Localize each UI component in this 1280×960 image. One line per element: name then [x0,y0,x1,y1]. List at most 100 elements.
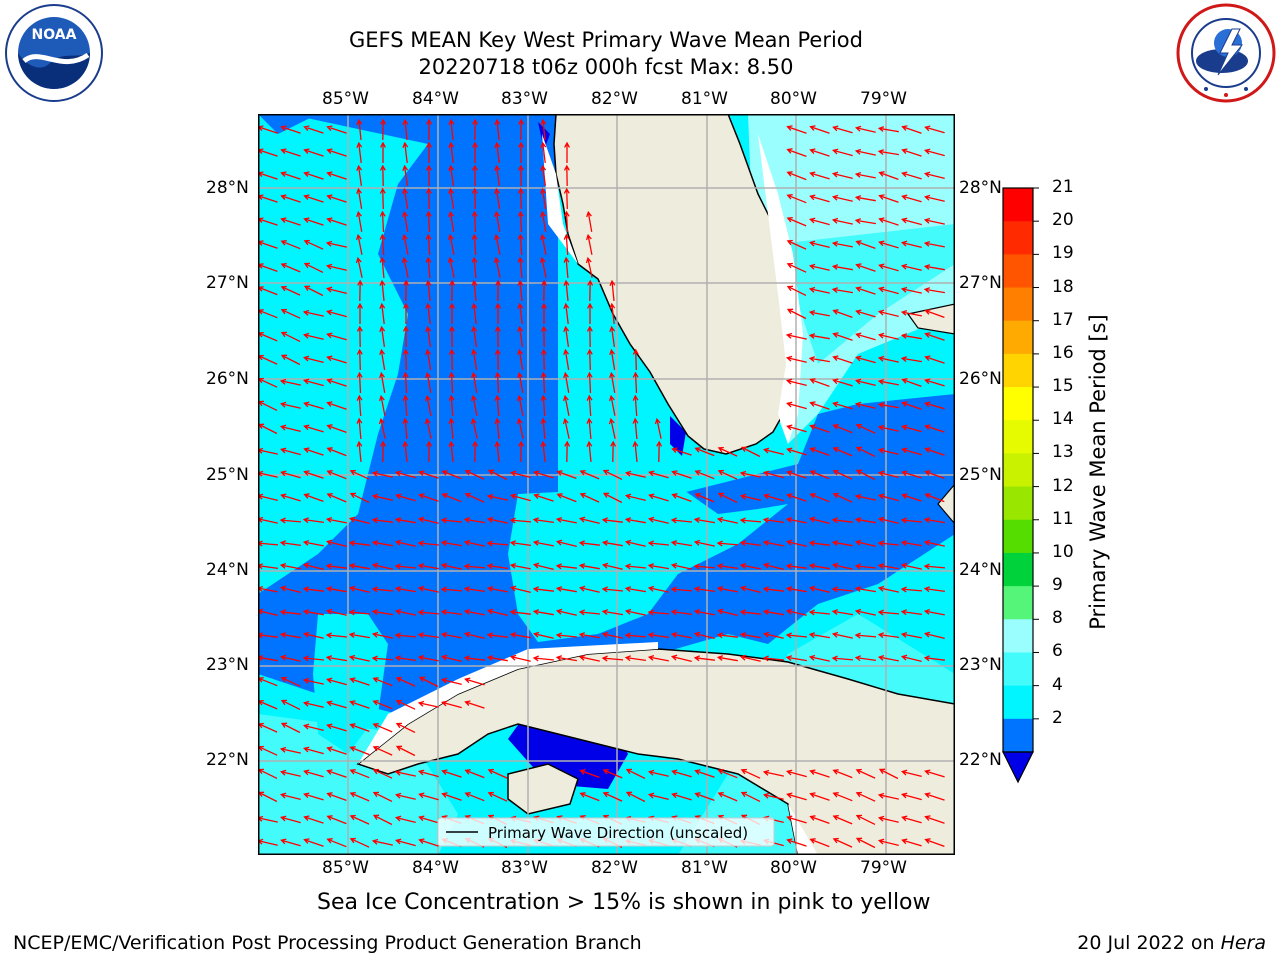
wave-arrow [356,348,363,371]
wave-arrow [601,655,624,662]
wave-arrow [762,655,784,662]
wave-arrow [808,585,830,593]
wave-arrow [303,262,324,273]
wave-arrow [472,440,479,463]
wave-arrow [809,125,830,134]
wave-arrow [717,469,738,480]
wave-arrow [303,838,324,847]
wave-arrow [900,333,922,340]
wave-arrow [372,700,393,710]
lat-label-right-24n: 24°N [959,560,1002,580]
wave-arrow [326,769,347,778]
wave-arrow [464,492,485,503]
wave-arrow [877,402,899,409]
wave-arrow [762,631,784,639]
wave-arrow [648,493,669,502]
wave-arrow [325,516,347,524]
wave-arrow [356,371,363,394]
wave-arrow [402,210,409,232]
wave-arrow [533,493,554,502]
wave-arrow [425,371,432,393]
lon-label-top-81w: 81°W [681,89,728,109]
wave-arrow [417,540,439,547]
wave-arrow [517,256,524,279]
wave-arrow [877,585,899,593]
lon-label-bottom-81w: 81°W [681,858,728,878]
wave-arrow [349,837,370,848]
wave-arrow [441,493,462,503]
wave-arrow [901,493,922,502]
wave-arrow [401,256,409,278]
lat-label-left-24n: 24°N [206,560,249,580]
wave-arrow [832,769,853,779]
wave-arrow [924,355,945,364]
wave-arrow [348,632,371,639]
wave-arrow [394,517,416,524]
wave-arrow [624,563,646,570]
wave-arrow [786,262,807,273]
wave-arrow [302,655,324,662]
wave-arrow [855,469,876,481]
wave-arrow [785,355,807,363]
wave-arrow [379,233,386,256]
wave-arrow [279,562,301,570]
wave-arrow [923,194,945,202]
wave-arrow [356,440,363,462]
wave-arrow [303,194,324,203]
lon-label-bottom-83w: 83°W [501,858,548,878]
wave-arrow [403,279,410,302]
colorbar-segment [1003,619,1033,653]
wave-arrow [878,263,899,272]
wave-arrow [280,354,301,366]
wave-arrow [670,517,692,524]
wave-arrow [785,608,807,616]
wave-arrow [900,609,922,616]
wave-arrow [302,677,324,685]
wave-arrow [540,187,547,210]
wave-arrow [693,608,715,616]
wave-arrow [448,164,455,186]
map-legend: Primary Wave Direction (unscaled) [437,817,775,847]
wave-arrow [854,517,876,524]
wave-arrow [878,240,899,249]
wave-arrow [786,148,807,158]
wave-arrow [463,608,485,616]
wave-arrow [586,210,593,232]
wave-arrow [487,469,508,481]
wave-arrow [518,440,525,463]
wave-arrow [785,401,807,410]
wave-arrow [901,378,922,388]
wave-arrow [587,279,594,302]
wave-arrow [808,609,830,616]
wave-arrow [402,118,409,140]
wave-arrow [464,700,485,709]
wave-arrow [785,516,807,524]
wave-arrow [855,286,876,295]
footer-host: Hera [1220,932,1266,954]
lon-label-top-85w: 85°W [322,89,369,109]
wave-arrow [357,302,363,324]
wave-arrow [440,562,462,570]
wave-arrow [809,447,830,457]
wave-arrow [671,769,692,778]
lat-label-left-26n: 26°N [206,369,249,389]
wave-arrow [394,792,416,800]
wave-arrow [809,148,830,157]
colorbar-tick-label: 18 [1052,276,1074,297]
wave-arrow [517,325,524,347]
wave-arrow [509,562,531,570]
wave-arrow [395,699,416,710]
wave-arrow [900,792,922,801]
noaa-logo-text: NOAA [32,27,77,43]
wave-arrow [303,470,324,479]
wave-arrow [532,517,554,524]
wave-arrow [371,609,394,616]
wave-arrow [494,187,501,210]
wave-arrow [901,447,922,456]
wave-arrow [486,516,508,524]
wave-arrow [394,470,416,479]
wave-arrow [923,217,945,225]
wave-arrow [371,562,393,570]
wave-arrow [900,240,922,249]
wave-arrow [809,838,830,848]
